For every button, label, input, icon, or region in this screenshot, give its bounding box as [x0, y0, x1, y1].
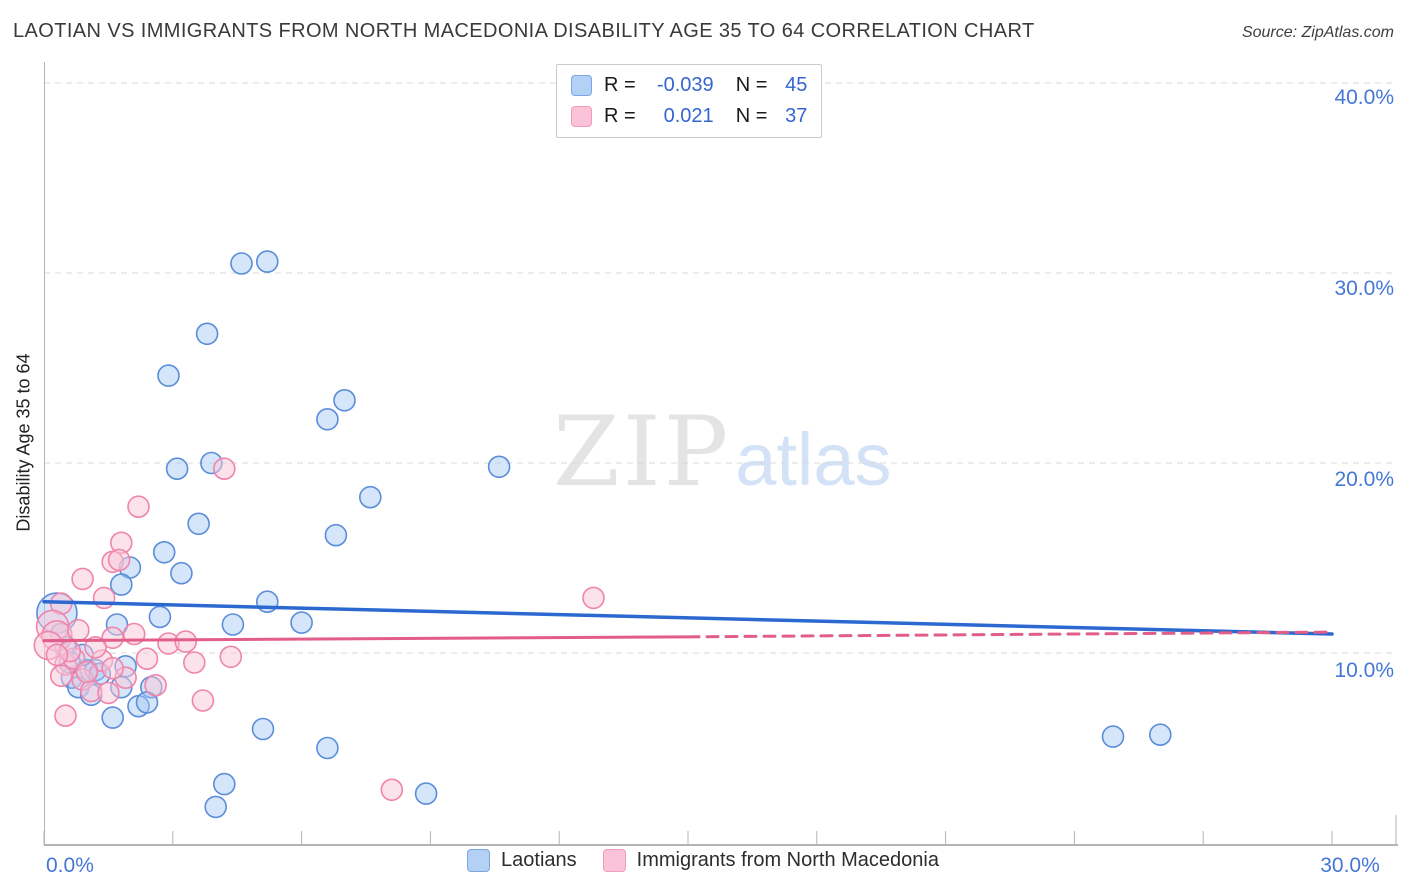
y-tick-20: 20.0%	[1334, 468, 1394, 491]
r-value: -0.039	[656, 74, 714, 96]
r-value: 0.021	[663, 105, 714, 127]
data-point-north-macedonia[interactable]	[84, 635, 107, 659]
data-point-laotians[interactable]	[1101, 725, 1125, 748]
data-point-laotians[interactable]	[414, 782, 438, 805]
laotians-legend-swatch	[467, 849, 491, 872]
r-label: R =	[604, 74, 636, 96]
data-point-laotians[interactable]	[204, 795, 227, 819]
data-point-laotians[interactable]	[255, 250, 279, 273]
correlation-legend-box: R = -0.039 N = 45 R = 0.021 N = 37	[556, 64, 822, 138]
data-point-north-macedonia[interactable]	[101, 656, 124, 680]
data-point-laotians[interactable]	[213, 772, 236, 796]
macedonia-swatch	[571, 106, 592, 127]
trend-lines-layer	[42, 599, 1334, 643]
macedonia-legend-label: Immigrants from North Macedonia	[636, 849, 939, 871]
y-tick-30: 30.0%	[1334, 277, 1394, 300]
x-tick-30: 30.0%	[1320, 854, 1380, 877]
data-point-north-macedonia[interactable]	[174, 630, 197, 653]
data-point-laotians[interactable]	[170, 561, 193, 585]
data-point-north-macedonia[interactable]	[183, 651, 206, 674]
north-macedonia-trend-line	[42, 635, 690, 643]
source-label: Source: ZipAtlas.com	[1241, 24, 1394, 41]
axes-and-ticks	[43, 62, 1398, 846]
data-point-laotians[interactable]	[165, 457, 189, 481]
series-north-macedonia	[33, 457, 605, 802]
data-point-laotians[interactable]	[1149, 723, 1172, 747]
data-point-north-macedonia[interactable]	[67, 618, 90, 642]
series-legend: Laotians Immigrants from North Macedonia	[0, 849, 1406, 872]
legend-item-macedonia[interactable]: Immigrants from North Macedonia	[602, 849, 939, 872]
data-point-laotians[interactable]	[157, 364, 180, 387]
n-value: 37	[785, 105, 808, 127]
y-tick-10: 10.0%	[1334, 659, 1394, 682]
data-point-laotians[interactable]	[110, 573, 133, 596]
data-point-north-macedonia[interactable]	[127, 495, 150, 519]
gridlines	[44, 82, 1394, 654]
n-label: N =	[735, 74, 768, 96]
north-macedonia-trend-line-extrapolated	[686, 630, 1334, 639]
data-point-north-macedonia[interactable]	[144, 673, 167, 697]
data-point-laotians[interactable]	[316, 407, 339, 431]
n-value: 45	[785, 74, 808, 96]
y-tick-40: 40.0%	[1334, 86, 1394, 109]
data-point-laotians[interactable]	[148, 605, 172, 629]
data-point-laotians[interactable]	[230, 252, 253, 275]
data-point-laotians[interactable]	[358, 485, 382, 509]
legend-item-laotians[interactable]: Laotians	[467, 849, 577, 872]
laotians-trend-line	[42, 599, 1334, 636]
macedonia-legend-swatch	[602, 849, 626, 872]
n-label: N =	[735, 105, 768, 127]
data-point-north-macedonia[interactable]	[45, 643, 69, 667]
data-point-north-macedonia[interactable]	[49, 664, 73, 688]
chart-title: LAOTIAN VS IMMIGRANTS FROM NORTH MACEDON…	[13, 20, 1035, 42]
data-point-laotians[interactable]	[251, 717, 275, 741]
data-point-north-macedonia[interactable]	[75, 660, 99, 684]
data-point-north-macedonia[interactable]	[582, 586, 605, 610]
data-point-laotians[interactable]	[316, 736, 339, 760]
data-point-laotians[interactable]	[333, 388, 356, 412]
data-point-laotians[interactable]	[487, 455, 511, 479]
data-point-laotians[interactable]	[195, 322, 219, 346]
series-laotians	[36, 250, 1172, 819]
data-point-laotians[interactable]	[324, 523, 348, 547]
data-point-north-macedonia[interactable]	[71, 567, 94, 591]
data-point-north-macedonia[interactable]	[54, 704, 77, 728]
data-point-laotians[interactable]	[152, 540, 176, 564]
laotians-swatch	[571, 75, 592, 96]
x-tick-0: 0.0%	[46, 854, 94, 877]
data-point-north-macedonia[interactable]	[191, 689, 215, 712]
laotians-legend-label: Laotians	[501, 849, 577, 871]
legend-row-laotians: R = -0.039 N = 45	[571, 72, 809, 99]
data-point-north-macedonia[interactable]	[107, 548, 131, 572]
data-point-laotians[interactable]	[221, 613, 245, 636]
data-point-north-macedonia[interactable]	[213, 457, 236, 481]
r-label: R =	[604, 105, 636, 127]
data-point-north-macedonia[interactable]	[135, 647, 159, 671]
legend-row-macedonia: R = 0.021 N = 37	[571, 103, 809, 130]
data-points-layer	[33, 250, 1172, 819]
data-point-north-macedonia[interactable]	[380, 778, 404, 802]
data-point-north-macedonia[interactable]	[219, 645, 243, 669]
data-point-north-macedonia[interactable]	[92, 586, 116, 610]
y-axis-title: Disability Age 35 to 64	[13, 353, 34, 532]
data-point-laotians[interactable]	[101, 706, 124, 729]
data-point-laotians[interactable]	[187, 512, 210, 536]
data-point-laotians[interactable]	[290, 611, 313, 634]
data-point-north-macedonia[interactable]	[101, 626, 124, 650]
data-point-north-macedonia[interactable]	[97, 681, 120, 705]
